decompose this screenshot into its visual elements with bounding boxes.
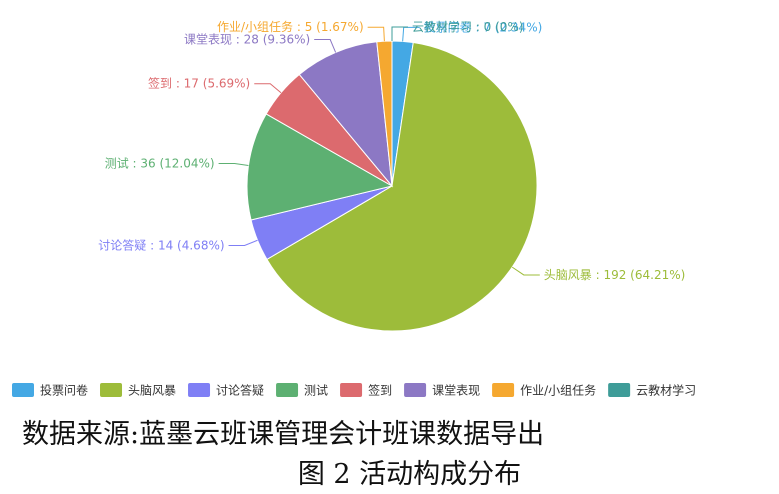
legend-label-6: 作业/小组任务 (520, 383, 596, 398)
source-note: 数据来源:蓝墨云班课管理会计班课数据导出 (22, 419, 545, 450)
legend-label-2: 讨论答疑 (216, 383, 264, 398)
pie-slice-1 (266, 41, 538, 332)
legend-label-4: 签到 (368, 383, 392, 398)
legend-label-0: 投票问卷 (40, 383, 88, 398)
slice-label-4: 签到 : 17 (5.69%) (148, 76, 250, 91)
leader-line-3 (218, 163, 249, 166)
slice-label-5: 课堂表现 : 28 (9.36%) (184, 33, 310, 47)
legend-swatch-6 (492, 383, 515, 397)
legend-item-6[interactable]: 作业/小组任务 (492, 383, 596, 398)
legend-item-2[interactable]: 讨论答疑 (188, 383, 264, 398)
legend: 投票问卷 头脑风暴 讨论答疑 测试 签到 课堂表现 作业/小组任务 云教材学习 (12, 383, 696, 398)
legend-label-1: 头脑风暴 (128, 384, 176, 398)
pie-slices (246, 40, 538, 332)
legend-swatch-5 (404, 383, 427, 397)
legend-swatch-2 (188, 383, 211, 397)
leader-line-4 (254, 83, 282, 94)
slice-labels: 投票问卷 : 7 (2.34%) 头脑风暴 : 192 (64.21%) 讨论答疑 … (98, 19, 685, 282)
legend-label-7: 云教材学习 (636, 383, 696, 398)
slice-label-7: 云教材学习 : 0 (0%) (412, 19, 524, 34)
legend-swatch-0 (12, 383, 34, 397)
legend-swatch-7 (608, 383, 631, 397)
figure-caption: 图 2 活动构成分布 (297, 459, 522, 490)
legend-item-4[interactable]: 签到 (340, 383, 392, 398)
legend-swatch-3 (276, 383, 299, 397)
leader-line-5 (314, 39, 337, 53)
pie-slice-3 (246, 113, 394, 221)
slice-label-3: 测试 : 36 (12.04%) (105, 156, 215, 171)
legend-swatch-1 (100, 383, 123, 397)
legend-item-1[interactable]: 头脑风暴 (100, 383, 176, 398)
legend-item-0[interactable]: 投票问卷 (12, 383, 88, 398)
slice-label-6: 作业/小组任务 : 5 (1.67%) (217, 19, 364, 34)
pie-slice-5 (298, 41, 393, 188)
leader-line-6 (367, 26, 385, 42)
pie-chart: 投票问卷 : 7 (2.34%) 头脑风暴 : 192 (64.21%) 讨论答疑 … (12, 19, 696, 398)
leader-line-1 (511, 266, 540, 276)
leader-line-7 (391, 26, 408, 41)
legend-swatch-4 (340, 383, 363, 397)
leader-line-2 (228, 239, 258, 246)
legend-label-5: 课堂表现 (432, 384, 480, 398)
legend-item-3[interactable]: 测试 (276, 383, 328, 398)
slice-label-0: 投票问卷 : 7 (2.34%) (424, 19, 543, 34)
legend-item-7[interactable]: 云教材学习 (608, 383, 696, 398)
slice-label-1: 头脑风暴 : 192 (64.21%) (544, 268, 686, 282)
slice-label-2: 讨论答疑 : 14 (4.68%) (98, 237, 224, 252)
legend-item-5[interactable]: 课堂表现 (404, 383, 480, 398)
legend-label-3: 测试 (304, 383, 328, 398)
